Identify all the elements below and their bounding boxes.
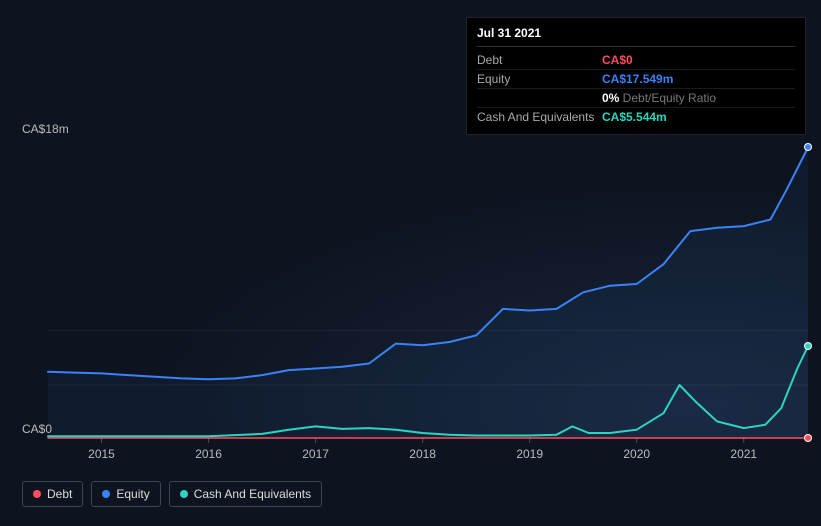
- tooltip-row: 0% Debt/Equity Ratio: [477, 89, 795, 108]
- legend-label: Equity: [116, 487, 149, 501]
- legend-dot: [102, 490, 110, 498]
- tooltip-value: CA$17.549m: [602, 72, 673, 86]
- tooltip-panel: Jul 31 2021 DebtCA$0EquityCA$17.549m0% D…: [466, 17, 806, 135]
- tooltip-label: Equity: [477, 72, 602, 86]
- legend: Debt Equity Cash And Equivalents: [22, 481, 322, 507]
- chart-container: CA$18mCA$0 2015201620172018201920202021 …: [0, 0, 821, 526]
- tooltip-label: [477, 91, 602, 105]
- legend-item-debt[interactable]: Debt: [22, 481, 83, 507]
- legend-item-cash-and-equivalents[interactable]: Cash And Equivalents: [169, 481, 322, 507]
- tooltip-row: EquityCA$17.549m: [477, 70, 795, 89]
- marker-cash: [804, 342, 812, 350]
- tooltip-date: Jul 31 2021: [477, 26, 795, 47]
- tooltip-row: DebtCA$0: [477, 51, 795, 70]
- tooltip-value: CA$5.544m: [602, 110, 667, 124]
- marker-equity: [804, 143, 812, 151]
- x-axis-label: 2015: [88, 447, 115, 461]
- legend-item-equity[interactable]: Equity: [91, 481, 160, 507]
- tooltip-value: 0% Debt/Equity Ratio: [602, 91, 716, 105]
- x-axis-label: 2019: [516, 447, 543, 461]
- tooltip-label: Cash And Equivalents: [477, 110, 602, 124]
- x-axis-label: 2021: [730, 447, 757, 461]
- x-axis-label: 2017: [302, 447, 329, 461]
- chart-svg: [48, 140, 808, 438]
- legend-dot: [33, 490, 41, 498]
- marker-debt: [804, 434, 812, 442]
- y-axis-label: CA$0: [22, 422, 52, 436]
- plot-area[interactable]: [48, 140, 808, 438]
- x-axis-label: 2018: [409, 447, 436, 461]
- x-axis-label: 2020: [623, 447, 650, 461]
- legend-label: Debt: [47, 487, 72, 501]
- tooltip-label: Debt: [477, 53, 602, 67]
- legend-label: Cash And Equivalents: [194, 487, 311, 501]
- x-axis-label: 2016: [195, 447, 222, 461]
- legend-dot: [180, 490, 188, 498]
- y-axis-label: CA$18m: [22, 122, 69, 136]
- tooltip-value: CA$0: [602, 53, 633, 67]
- tooltip-row: Cash And EquivalentsCA$5.544m: [477, 108, 795, 126]
